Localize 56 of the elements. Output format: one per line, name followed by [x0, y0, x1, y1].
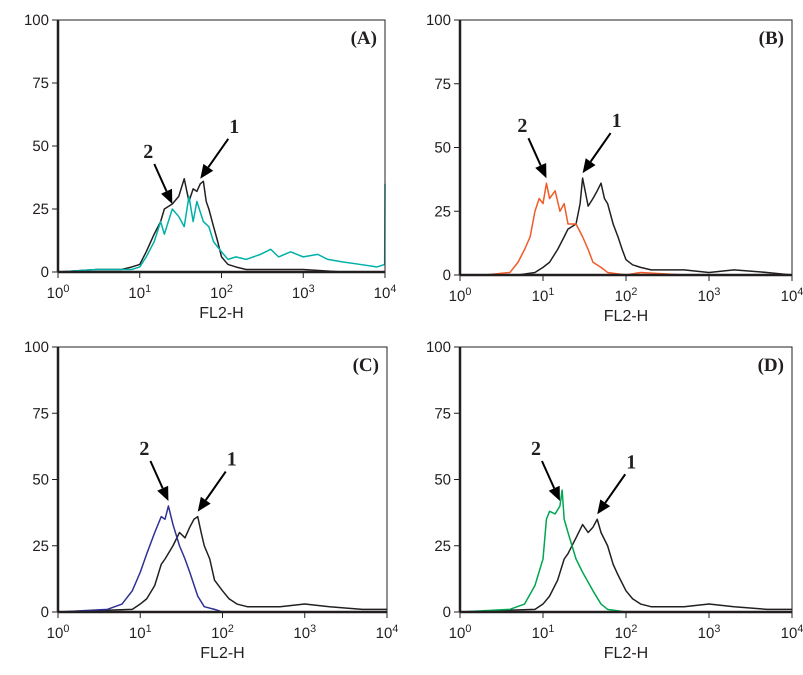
y-tick-label: 100	[426, 339, 451, 356]
y-tick-label: 75	[32, 405, 49, 422]
annotation: 2	[139, 438, 150, 460]
annotation: (D)	[758, 355, 784, 376]
y-tick-label: 25	[32, 201, 49, 218]
y-tick-label: 50	[434, 140, 451, 156]
y-tick-label: 50	[434, 472, 451, 488]
y-tick-label: 50	[32, 472, 49, 488]
x-axis-title: FL2-H	[200, 645, 245, 662]
annotation: (B)	[758, 28, 784, 49]
x-axis-title: FL2-H	[604, 308, 648, 325]
x-tick-label: 10$^{2}$	[614, 623, 638, 642]
y-tick-label: 25	[434, 538, 451, 555]
annotation: 2	[143, 141, 154, 163]
x-tick-label: 10$^{4}$	[374, 283, 396, 302]
x-tick-label: 10$^{3}$	[698, 623, 720, 642]
y-tick-label: 0	[40, 264, 49, 281]
annotation: 1	[626, 451, 636, 474]
x-tick-label: 10$^{1}$	[532, 623, 554, 642]
x-axis-title: FL2-H	[604, 645, 648, 662]
y-tick-label: 100	[24, 12, 49, 29]
annotation: 1	[226, 448, 237, 471]
y-tick-label: 100	[426, 12, 451, 29]
x-tick-label: 10$^{4}$	[780, 286, 803, 305]
y-tick-label: 50	[32, 138, 49, 155]
y-tick-label: 0	[40, 604, 49, 621]
x-tick-label: 10$^{4}$	[780, 623, 803, 642]
annotation: 2	[517, 115, 528, 138]
x-tick-label: 10$^{2}$	[210, 283, 233, 302]
annotation: 2	[530, 438, 541, 460]
x-tick-label: 10$^{1}$	[532, 286, 554, 305]
y-tick-label: 25	[32, 538, 49, 555]
y-tick-label: 75	[434, 76, 451, 93]
annotation: 1	[612, 110, 622, 132]
annotation: (A)	[350, 28, 377, 49]
x-tick-label: 10$^{1}$	[128, 623, 152, 642]
x-tick-label: 10$^{2}$	[614, 286, 638, 305]
x-tick-label: 10$^{3}$	[292, 283, 315, 302]
x-tick-label: 10$^{0}$	[46, 623, 70, 642]
x-tick-label: 10$^{4}$	[376, 623, 398, 642]
x-tick-label: 10$^{2}$	[211, 623, 234, 642]
y-tick-label: 0	[442, 604, 451, 621]
x-tick-label: 10$^{3}$	[698, 286, 720, 305]
annotation: (C)	[352, 355, 379, 376]
x-axis-title: FL2-H	[199, 305, 244, 322]
x-tick-label: 10$^{1}$	[128, 283, 152, 302]
y-tick-label: 100	[24, 339, 49, 356]
x-tick-label: 10$^{0}$	[448, 623, 472, 642]
y-tick-label: 25	[434, 203, 451, 220]
x-tick-label: 10$^{0}$	[448, 286, 472, 305]
x-tick-label: 10$^{3}$	[293, 623, 316, 642]
y-tick-label: 0	[442, 267, 451, 284]
y-tick-label: 75	[32, 75, 49, 92]
annotation: 1	[229, 116, 240, 138]
x-tick-label: 10$^{0}$	[46, 283, 70, 302]
y-tick-label: 75	[434, 405, 451, 422]
